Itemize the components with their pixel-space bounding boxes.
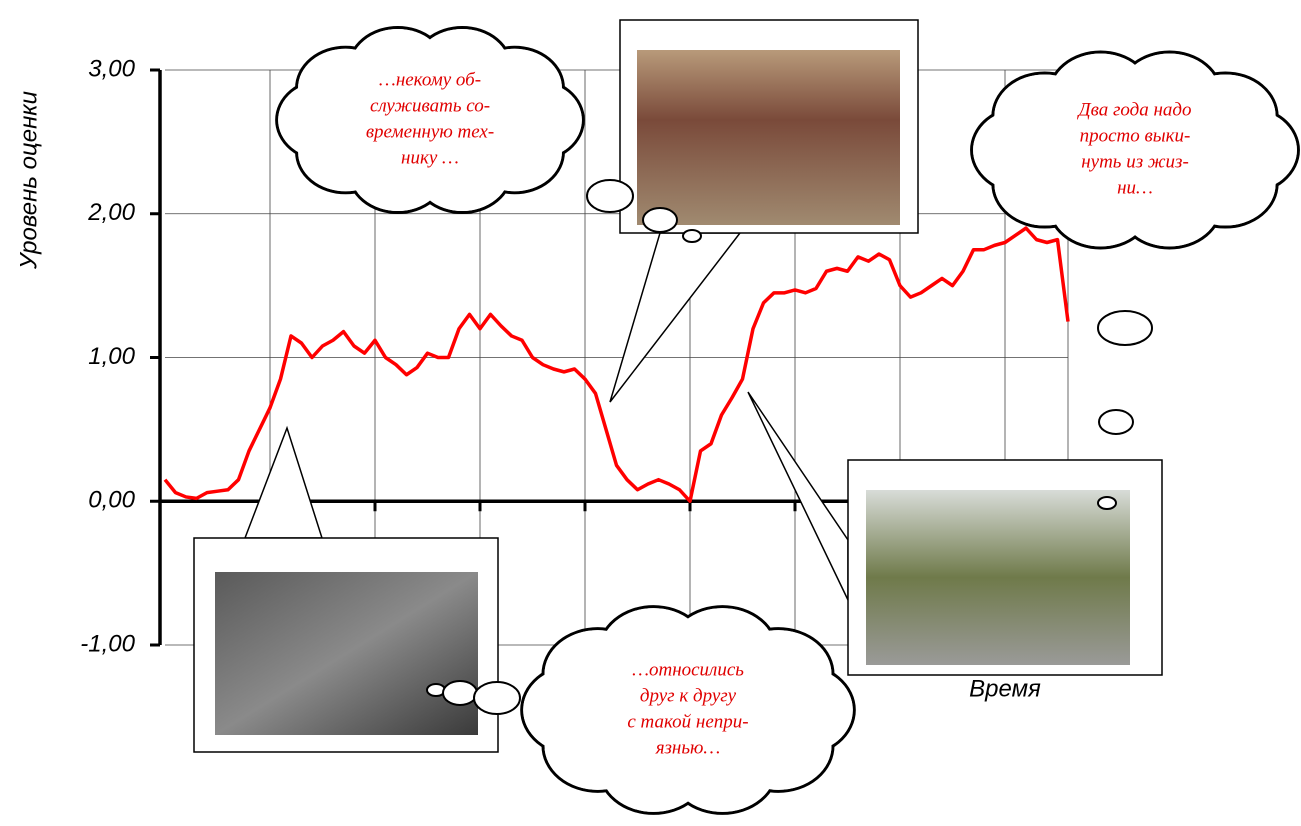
cloud-text: ни… — [1117, 177, 1153, 198]
cloud-bubble — [1098, 409, 1134, 435]
cloud-text: …относились — [632, 659, 744, 680]
cloud-fill — [349, 53, 511, 187]
cloud-text: друг к другу — [640, 685, 737, 706]
y-axis-title: Уровень оценки — [15, 91, 42, 270]
cloud-bubble — [642, 207, 678, 233]
y-tick-label: 3,00 — [88, 55, 135, 82]
clouds: …некому об-служивать со-временную тех-ни… — [275, 25, 1300, 815]
photo — [866, 490, 1130, 665]
cloud-text: служивать со- — [370, 95, 490, 116]
data-line — [163, 226, 1070, 503]
photo — [637, 50, 900, 225]
cloud-text: просто выки- — [1080, 125, 1191, 146]
cloud-fill — [1050, 79, 1220, 221]
y-tick-label: 2,00 — [87, 199, 135, 226]
cloud: Два года надо просто выки-нуть из жиз-ни… — [970, 50, 1300, 510]
y-tick-label: 1,00 — [88, 343, 135, 370]
photo-callout — [193, 425, 499, 753]
photo-callout — [609, 19, 919, 403]
cloud-text: …некому об- — [379, 69, 481, 90]
cloud-bubble — [682, 229, 702, 243]
photo — [215, 572, 478, 735]
cloud: …относились друг к другу с такой непри-язн… — [426, 605, 856, 815]
cloud: …некому об-служивать со-временную тех-ни… — [275, 25, 702, 243]
cloud-bubble — [1097, 310, 1153, 346]
cloud-fill — [598, 635, 778, 785]
cloud-text: временную тех- — [366, 121, 494, 142]
cloud-bubble — [442, 680, 478, 706]
cloud-bubble — [586, 179, 634, 213]
cloud-text: язнью… — [655, 737, 721, 758]
cloud-bubble — [473, 681, 521, 715]
y-tick-label: 0,00 — [88, 487, 135, 514]
lines — [163, 226, 1070, 503]
cloud-bubble — [1097, 496, 1117, 510]
photo-callout — [747, 391, 1163, 676]
cloud-text: с такой непри- — [627, 711, 748, 732]
y-tick-label: -1,00 — [80, 630, 135, 657]
cloud-text: нуть из жиз- — [1081, 151, 1189, 172]
cloud-text: Два года надо — [1076, 99, 1191, 120]
cloud-text: нику … — [401, 147, 459, 168]
x-axis-title: Время — [969, 675, 1041, 702]
